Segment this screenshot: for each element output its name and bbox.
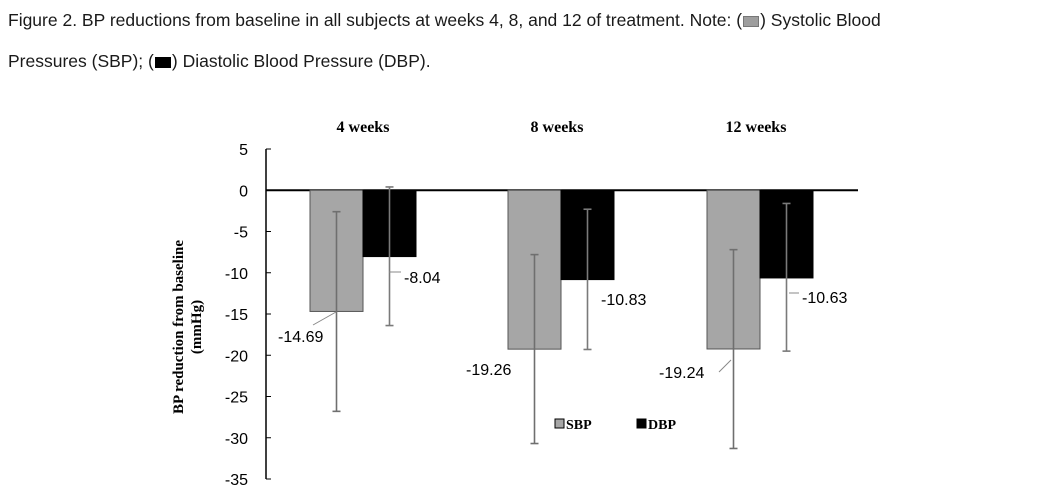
category-label: 8 weeks	[531, 119, 584, 136]
category-label: 4 weeks	[337, 119, 390, 136]
y-tick-label: -30	[225, 431, 248, 448]
category-label: 12 weeks	[726, 119, 787, 136]
legend: SBP DBP	[554, 418, 676, 433]
figure-caption-line-2: Pressures (SBP); ( ) Diastolic Blood Pres…	[8, 51, 1048, 72]
sbp-caption-text: ) Systolic Blood	[760, 10, 881, 30]
y-tick-label: -5	[234, 225, 248, 242]
data-label: -14.69	[278, 329, 323, 346]
dbp-legend-label: DBP	[648, 418, 676, 433]
data-label: -10.63	[802, 290, 847, 307]
dbp-legend-swatch	[636, 418, 647, 429]
dbp-caption-text: ) Diastolic Blood Pressure (DBP).	[171, 51, 431, 71]
data-label-leader	[312, 311, 337, 326]
caption-line2-start: Pressures (SBP); (	[8, 51, 154, 71]
y-tick-label: -10	[225, 266, 248, 283]
data-label: -19.24	[659, 365, 704, 382]
y-axis-label: BP reduction from baseline	[171, 240, 187, 414]
bars	[309, 186, 814, 450]
sbp-legend-label: SBP	[566, 418, 592, 433]
data-label: -19.26	[466, 362, 511, 379]
y-tick-label: -15	[225, 307, 248, 324]
y-axis-unit-label: (mmHg)	[189, 300, 205, 354]
y-tick-label: 5	[239, 142, 248, 159]
figure-caption-line-1: Figure 2. BP reductions from baseline in…	[8, 10, 1048, 31]
data-label-leader	[718, 359, 732, 373]
dbp-swatch-icon	[154, 57, 171, 68]
note-label: Note:	[689, 10, 732, 30]
y-tick-label: -25	[225, 390, 248, 407]
y-tick-label: -35	[225, 472, 248, 489]
y-tick-label: -20	[225, 348, 248, 365]
figure-label: Figure 2.	[8, 10, 78, 30]
data-label: -8.04	[404, 270, 441, 287]
sbp-swatch-icon	[743, 16, 760, 27]
sbp-legend-swatch	[554, 418, 565, 429]
y-tick-label: 0	[239, 183, 248, 200]
sbp-open-paren: (	[731, 10, 743, 30]
caption-text: BP reductions from baseline in all subje…	[77, 10, 690, 30]
data-label: -10.83	[601, 292, 646, 309]
category-labels: 4 weeks 8 weeks 12 weeks	[337, 119, 787, 136]
data-labels: -14.69 -8.04 -19.26 -10.83 -19.24 -10.63	[278, 270, 847, 382]
